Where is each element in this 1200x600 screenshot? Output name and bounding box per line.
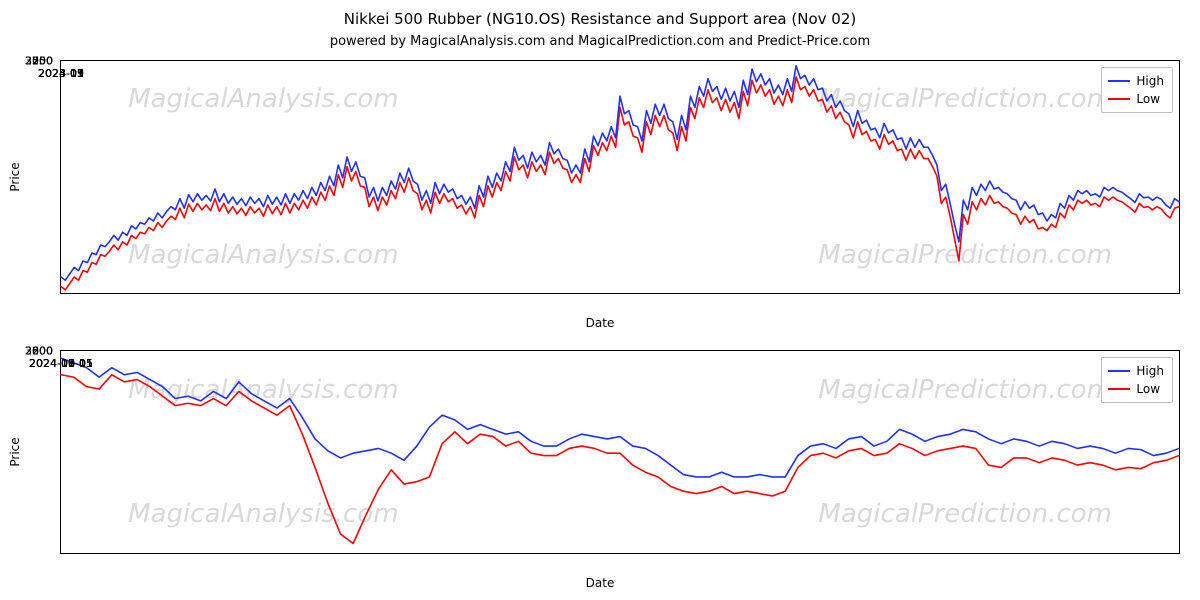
series-high bbox=[61, 66, 1179, 280]
chart-bottom-axes: Price MagicalAnalysis.com MagicalPredict… bbox=[60, 350, 1180, 554]
chart-top-panel: Price MagicalAnalysis.com MagicalPredict… bbox=[0, 60, 1200, 330]
legend-swatch-high bbox=[1108, 370, 1130, 372]
chart-top-xlabel: Date bbox=[0, 316, 1200, 330]
series-low bbox=[61, 77, 1179, 290]
chart-legend: High Low bbox=[1101, 67, 1173, 113]
chart-top-axes: Price MagicalAnalysis.com MagicalPredict… bbox=[60, 60, 1180, 294]
chart-bottom-plot bbox=[61, 351, 1179, 553]
legend-label: High bbox=[1136, 72, 1164, 90]
chart-legend: High Low bbox=[1101, 357, 1173, 403]
chart-top-ylabel: Price bbox=[8, 162, 22, 191]
legend-label: Low bbox=[1136, 90, 1160, 108]
chart-bottom-ylabel: Price bbox=[8, 437, 22, 466]
legend-low: Low bbox=[1108, 380, 1164, 398]
chart-bottom-panel: Price MagicalAnalysis.com MagicalPredict… bbox=[0, 350, 1200, 590]
legend-low: Low bbox=[1108, 90, 1164, 108]
legend-label: Low bbox=[1136, 380, 1160, 398]
legend-high: High bbox=[1108, 362, 1164, 380]
chart-top-plot bbox=[61, 61, 1179, 293]
legend-swatch-high bbox=[1108, 80, 1130, 82]
series-low bbox=[61, 375, 1179, 544]
legend-swatch-low bbox=[1108, 388, 1130, 390]
legend-swatch-low bbox=[1108, 98, 1130, 100]
chart-bottom-xlabel: Date bbox=[0, 576, 1200, 590]
legend-high: High bbox=[1108, 72, 1164, 90]
chart-subtitle: powered by MagicalAnalysis.com and Magic… bbox=[0, 34, 1200, 49]
chart-title: Nikkei 500 Rubber (NG10.OS) Resistance a… bbox=[0, 10, 1200, 28]
legend-label: High bbox=[1136, 362, 1164, 380]
figure: Nikkei 500 Rubber (NG10.OS) Resistance a… bbox=[0, 0, 1200, 600]
